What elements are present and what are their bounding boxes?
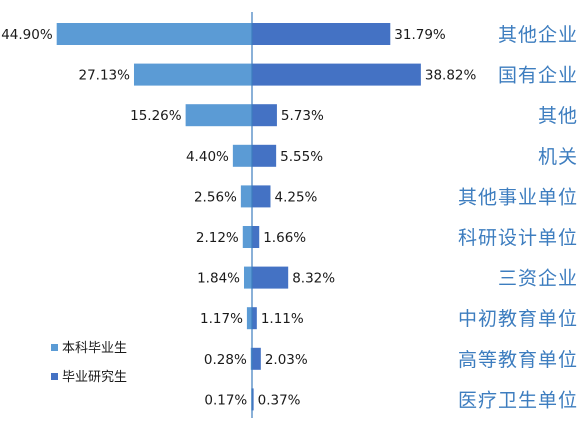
category-label: 机关 <box>538 146 578 168</box>
value-label-graduate: 31.79% <box>394 27 446 43</box>
legend-label-undergraduate: 本科毕业生 <box>62 341 127 356</box>
undergraduate-value-labels: 44.90% 27.13% 15.26% 4.40% 2.56% 2.12% 1.84% 1.… <box>1 27 247 408</box>
value-label-graduate: 1.11% <box>261 311 304 327</box>
bar-graduate <box>252 23 391 45</box>
value-label-graduate: 4.25% <box>274 189 317 205</box>
undergraduate-bars <box>56 23 253 411</box>
bar-undergraduate <box>232 144 252 167</box>
category-label: 中初教育单位 <box>458 308 578 330</box>
bar-graduate <box>252 104 277 127</box>
category-label: 其他 <box>538 105 578 127</box>
legend: 本科毕业生 毕业研究生 <box>51 341 127 385</box>
bar-undergraduate <box>243 266 252 289</box>
bar-graduate <box>252 226 260 248</box>
bar-undergraduate <box>240 185 252 208</box>
category-labels: 其他企业国有企业其他机关其他事业单位科研设计单位三资企业中初教育单位高等教育单位… <box>458 24 578 411</box>
value-label-undergraduate: 0.17% <box>204 392 247 408</box>
category-label: 其他事业单位 <box>458 186 578 208</box>
bar-undergraduate <box>185 104 252 127</box>
value-label-undergraduate: 2.56% <box>194 189 237 205</box>
value-label-undergraduate: 27.13% <box>79 68 131 84</box>
bar-undergraduate <box>250 347 252 370</box>
bar-graduate <box>252 144 277 167</box>
category-label: 国有企业 <box>498 65 578 87</box>
category-label: 其他企业 <box>498 24 578 46</box>
graduate-bars <box>252 23 421 411</box>
value-label-graduate: 0.37% <box>258 392 301 408</box>
value-label-graduate: 1.66% <box>263 230 306 246</box>
bar-undergraduate <box>56 23 253 45</box>
bar-graduate <box>252 307 257 330</box>
value-label-graduate: 5.55% <box>280 149 323 165</box>
bar-undergraduate <box>242 226 252 248</box>
value-label-undergraduate: 0.28% <box>204 352 247 368</box>
value-label-undergraduate: 1.17% <box>200 311 243 327</box>
bar-graduate <box>252 266 289 289</box>
category-label: 三资企业 <box>498 268 578 290</box>
legend-swatch-undergraduate <box>51 344 58 351</box>
value-label-undergraduate: 2.12% <box>196 230 239 246</box>
bar-graduate <box>252 63 421 86</box>
category-label: 医疗卫生单位 <box>458 389 578 411</box>
value-label-graduate: 5.73% <box>281 108 324 124</box>
bar-undergraduate <box>133 63 252 86</box>
value-label-undergraduate: 44.90% <box>1 27 53 43</box>
bar-graduate <box>252 185 271 208</box>
bar-graduate <box>252 388 254 411</box>
value-label-undergraduate: 15.26% <box>130 108 182 124</box>
value-label-graduate: 2.03% <box>265 352 308 368</box>
legend-swatch-graduate <box>51 373 58 380</box>
legend-label-graduate: 毕业研究生 <box>62 370 127 385</box>
graduate-value-labels: 31.79% 38.82% 5.73% 5.55% 4.25% 1.66% 8.32% 1.1… <box>258 27 477 408</box>
category-label: 科研设计单位 <box>458 227 578 249</box>
value-label-graduate: 38.82% <box>425 68 477 84</box>
value-label-graduate: 8.32% <box>292 271 335 287</box>
value-label-undergraduate: 1.84% <box>197 271 240 287</box>
bar-graduate <box>252 347 261 370</box>
category-label: 高等教育单位 <box>458 349 578 371</box>
bar-undergraduate <box>246 307 252 330</box>
value-label-undergraduate: 4.40% <box>186 149 229 165</box>
